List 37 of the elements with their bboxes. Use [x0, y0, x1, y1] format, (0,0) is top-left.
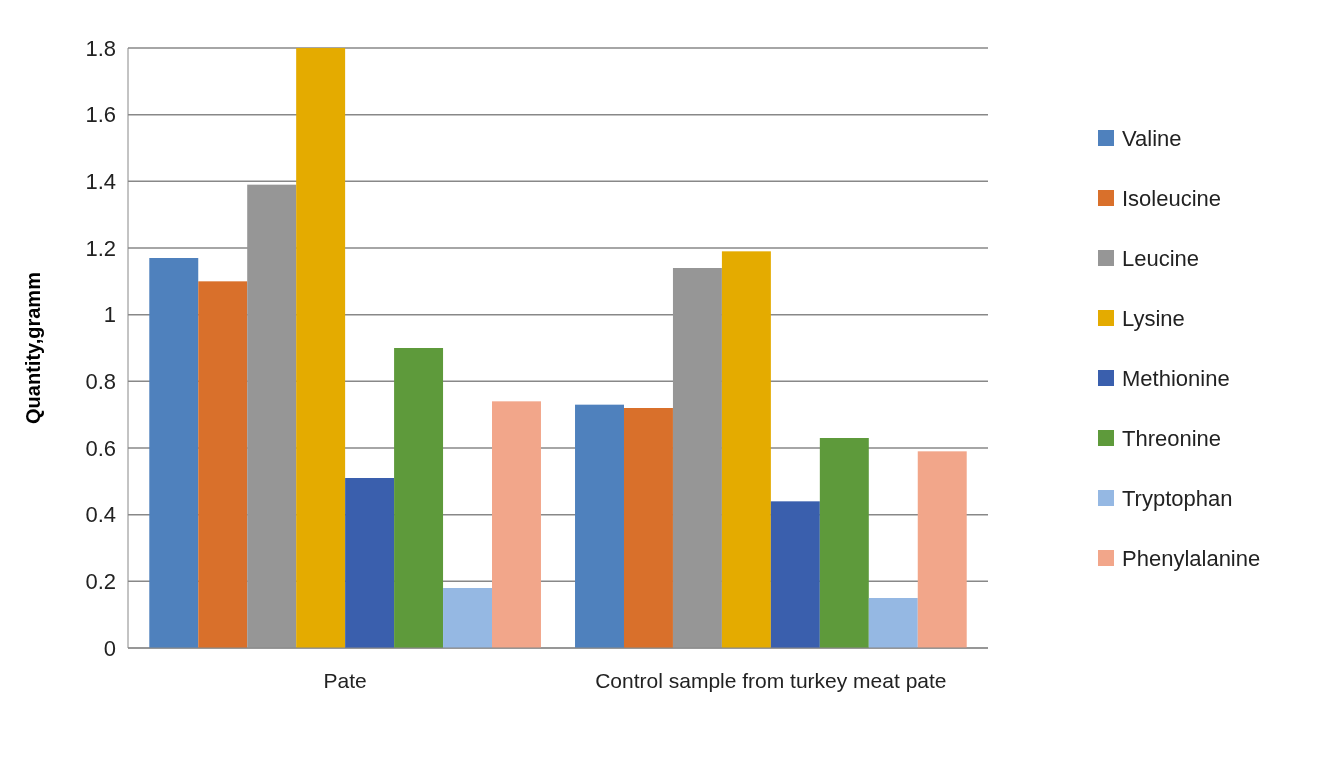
y-tick-label: 0.4 [85, 502, 116, 528]
bar [198, 281, 248, 648]
bar [394, 348, 444, 648]
x-tick-label: Pate [323, 669, 367, 692]
bar [575, 404, 624, 648]
y-tick-label: 0 [103, 635, 116, 661]
bar [819, 438, 869, 648]
y-tick-label: 1.8 [85, 35, 116, 61]
bar [247, 184, 297, 648]
y-tick-label: 1.2 [85, 235, 116, 261]
legend-label: Methionine [1122, 365, 1230, 391]
bar [443, 588, 493, 648]
legend-label: Valine [1122, 125, 1182, 151]
x-tick-label: Control sample from turkey meat pate [595, 669, 947, 692]
y-tick-label: 1 [103, 302, 116, 328]
legend-label: Isoleucine [1122, 185, 1222, 211]
y-tick-label: 0.8 [85, 369, 116, 395]
y-axis-title: Quantity,gramm [22, 272, 44, 424]
legend-label: Lysine [1122, 305, 1185, 331]
bar [770, 501, 820, 648]
legend-label: Threonine [1122, 425, 1222, 451]
bar [345, 478, 395, 648]
bar [492, 401, 541, 648]
y-tick-label: 1.4 [85, 169, 116, 195]
bar [721, 251, 771, 648]
bar [917, 451, 967, 648]
bar [623, 408, 673, 648]
bar [672, 268, 722, 648]
bar [868, 598, 918, 648]
bar [296, 48, 346, 648]
bar [149, 258, 199, 648]
y-tick-label: 0.2 [85, 569, 116, 595]
legend-label: Phenylalanine [1122, 545, 1261, 571]
legend-label: Tryptophan [1122, 485, 1233, 511]
y-tick-label: 0.6 [85, 435, 116, 461]
legend-label: Leucine [1122, 245, 1200, 271]
y-tick-label: 1.6 [85, 102, 116, 128]
